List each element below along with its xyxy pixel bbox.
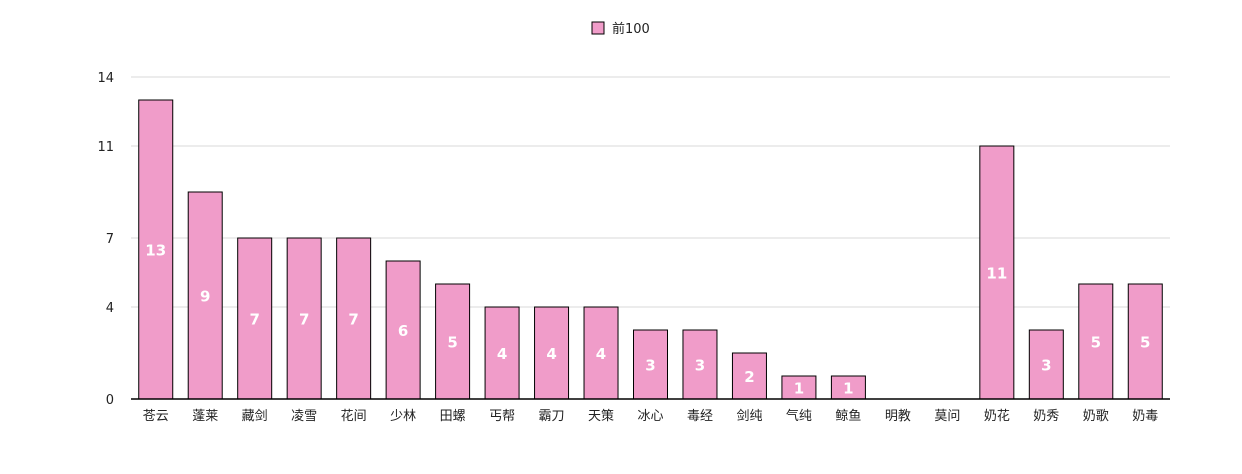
y-tick-label: 14 — [97, 71, 114, 86]
data-label: 7 — [348, 311, 358, 329]
y-axis-ticks: 0 4 7 11 14 — [97, 71, 114, 408]
data-label: 3 — [645, 357, 655, 375]
bar — [336, 237, 372, 400]
data-label: 3 — [1041, 357, 1051, 375]
bar — [633, 329, 668, 400]
bar — [1078, 283, 1114, 400]
bar — [435, 283, 471, 400]
bar — [534, 306, 570, 400]
data-label: 9 — [200, 288, 210, 306]
y-tick-label: 7 — [106, 232, 114, 247]
x-category-label: 奶花 — [984, 408, 1010, 424]
legend: 前100 — [591, 21, 650, 37]
data-label: 6 — [398, 322, 408, 340]
bar — [682, 329, 718, 400]
x-category-label: 田螺 — [440, 409, 466, 424]
bar — [138, 99, 174, 400]
data-label: 7 — [299, 311, 309, 329]
x-axis-categories: 苍云 蓬莱 藏剑 凌雪 花间 少林 田螺 丐帮 霸刀 天策 冰心 毒经 剑纯 气纯 鲸鱼 明教 莫问 奶花 奶秀 奶歌… — [143, 408, 1159, 424]
data-label: 3 — [695, 357, 705, 375]
data-label: 5 — [1140, 334, 1150, 352]
data-label: 2 — [744, 368, 754, 386]
data-label: 5 — [1091, 334, 1101, 352]
x-category-label: 剑纯 — [736, 408, 762, 424]
x-category-label: 奶秀 — [1033, 409, 1059, 424]
x-category-label: 蓬莱 — [192, 409, 218, 424]
bar — [237, 237, 273, 400]
data-label: 4 — [546, 345, 556, 363]
data-label: 7 — [249, 311, 259, 329]
data-label: 1 — [843, 380, 853, 398]
legend-swatch — [591, 21, 605, 35]
bar — [979, 145, 1015, 400]
data-label: 4 — [497, 345, 507, 363]
bar — [1028, 329, 1064, 400]
x-category-label: 少林 — [390, 409, 416, 424]
x-category-label: 天策 — [588, 408, 614, 424]
data-label: 4 — [596, 345, 606, 363]
x-category-label: 冰心 — [637, 409, 663, 424]
bar — [583, 306, 619, 400]
data-label: 5 — [447, 334, 457, 352]
bars — [138, 99, 1163, 400]
y-tick-label: 4 — [106, 301, 114, 316]
x-category-label: 藏剑 — [242, 408, 268, 424]
x-category-label: 毒经 — [687, 409, 713, 424]
data-label: 1 — [794, 380, 804, 398]
x-category-label: 苍云 — [143, 409, 169, 424]
x-category-label: 明教 — [885, 408, 911, 424]
y-tick-label: 11 — [97, 140, 114, 155]
bar — [286, 237, 322, 400]
bar — [385, 260, 421, 400]
x-category-label: 气纯 — [786, 408, 812, 424]
data-label: 11 — [986, 265, 1007, 283]
x-category-label: 鲸鱼 — [835, 408, 861, 424]
x-category-label: 奶毒 — [1132, 409, 1158, 424]
x-category-label: 莫问 — [934, 409, 960, 424]
x-category-label: 花间 — [341, 408, 367, 424]
x-category-label: 奶歌 — [1083, 409, 1109, 424]
legend-label: 前100 — [612, 21, 650, 37]
bar — [484, 306, 520, 400]
y-tick-label: 0 — [106, 393, 114, 408]
data-label: 13 — [145, 242, 166, 260]
x-category-label: 霸刀 — [539, 409, 565, 424]
x-category-label: 丐帮 — [489, 409, 515, 424]
x-category-label: 凌雪 — [291, 409, 317, 424]
